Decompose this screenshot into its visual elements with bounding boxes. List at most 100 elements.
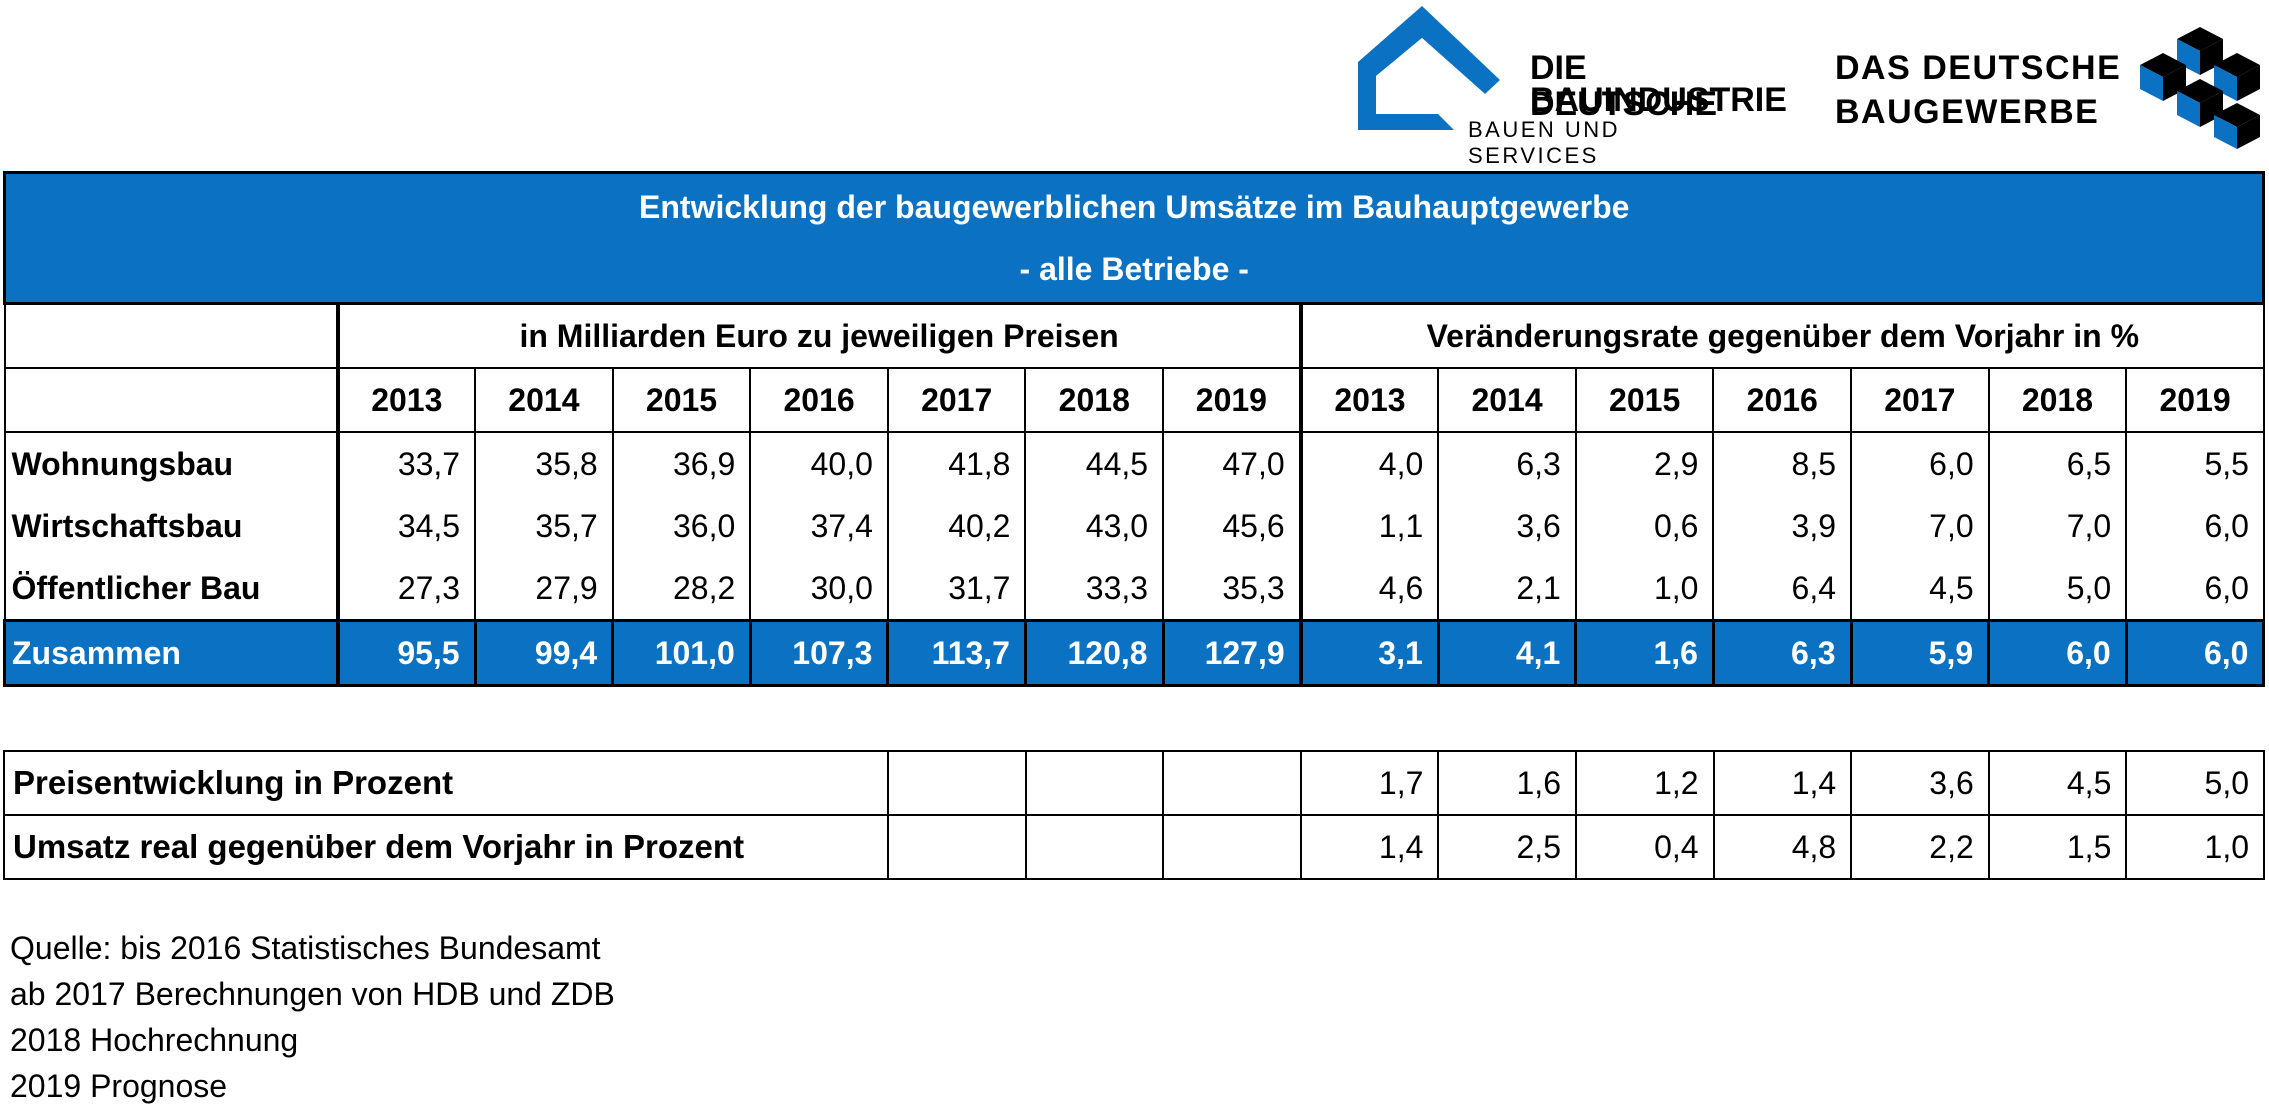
table-cell: 6,0 (1850, 432, 1990, 495)
note-line: ab 2017 Berechnungen von HDB und ZDB (10, 976, 615, 1012)
group-header-absolute: in Milliarden Euro zu jeweiligen Preisen (335, 302, 1302, 369)
table-cell: 37,4 (749, 495, 889, 557)
row-label: Preisentwicklung in Prozent (2, 750, 890, 816)
table-cell: 7,0 (1850, 495, 1990, 557)
year-header: 2013 (1298, 367, 1440, 433)
table-cell: 44,5 (1024, 432, 1165, 495)
table-cell: 36,9 (611, 432, 752, 495)
logo-left-line3: BAUEN UND SERVICES (1468, 117, 1621, 168)
house-outline-icon (1358, 6, 1500, 130)
table-cell: 41,8 (886, 432, 1027, 495)
table-cell: 34,5 (335, 495, 477, 557)
table-cell: 30,0 (749, 557, 889, 621)
table-cell: 1,1 (1298, 495, 1440, 557)
table-row: Wohnungsbau 33,7 35,8 36,9 40,0 41,8 44,5 47,0 4… (3, 432, 2265, 495)
table-cell: 101,0 (611, 619, 752, 687)
table-cell: 1,5 (1987, 814, 2128, 880)
year-header: 2014 (474, 367, 614, 433)
table-cell: 2,9 (1574, 432, 1715, 495)
group-header-percent: Veränderungsrate gegenüber dem Vorjahr i… (1298, 302, 2265, 369)
logo-deutsche-baugewerbe: DAS DEUTSCHE BAUGEWERBE (1835, 25, 2265, 155)
table-cell: 4,6 (1298, 557, 1440, 621)
table-title-line1: Entwicklung der baugewerblichen Umsätze … (639, 189, 1630, 225)
note-line: Quelle: bis 2016 Statistisches Bundesamt (10, 930, 601, 966)
logo-left-line1: DIE DEUTSCHE (1530, 49, 1718, 123)
table-cell: 4,5 (1850, 557, 1990, 621)
table-cell: 4,8 (1712, 814, 1853, 880)
price-table: Preisentwicklung in Prozent 1,7 1,6 1,2 1,4 3… (2, 750, 2265, 880)
year-header-row: 2013 2014 2015 2016 2017 2018 2019 2013 … (3, 367, 2265, 433)
table-cell: 47,0 (1162, 432, 1302, 495)
table-cell: 6,3 (1711, 619, 1853, 687)
table-cell: 33,7 (335, 432, 477, 495)
table-cell: 127,9 (1161, 619, 1303, 687)
table-cell: 1,4 (1712, 750, 1853, 816)
table-cell: 5,0 (1987, 557, 2128, 621)
table-cell: 113,7 (886, 619, 1027, 687)
table-cell: 2,1 (1437, 557, 1577, 621)
empty-corner (3, 302, 339, 369)
table-cell: 6,0 (2124, 619, 2266, 687)
logo-left-line2: BAUINDUSTRIE (1530, 81, 1787, 119)
table-cell: 35,8 (474, 432, 614, 495)
table-cell: 6,0 (1987, 619, 2128, 687)
table-cell: 6,5 (1987, 432, 2128, 495)
table-cell: 1,2 (1574, 750, 1715, 816)
table-cell: 1,4 (1299, 814, 1440, 880)
table-cell: 35,7 (474, 495, 614, 557)
table-cell: 8,5 (1712, 432, 1853, 495)
table-row: Preisentwicklung in Prozent 1,7 1,6 1,2 1,4 3… (2, 750, 2265, 816)
empty-cell (1024, 814, 1165, 880)
table-row: Umsatz real gegenüber dem Vorjahr in Pro… (2, 814, 2265, 880)
umsatz-table: Entwicklung der baugewerblichen Umsätze … (2, 171, 2266, 687)
empty-cell (1162, 750, 1302, 816)
year-header: 2018 (1024, 367, 1165, 433)
row-label: Wohnungsbau (3, 432, 339, 495)
table-cell: 31,7 (886, 557, 1027, 621)
row-label: Öffentlicher Bau (3, 557, 339, 621)
table-cell: 6,3 (1437, 432, 1577, 495)
table-cell: 7,0 (1987, 495, 2128, 557)
logo-deutsche-bauindustrie: DIE DEUTSCHE BAUINDUSTRIE BAUEN UND SERV… (1350, 2, 1787, 168)
table-cell: 36,0 (611, 495, 752, 557)
empty-cell (1024, 750, 1165, 816)
table-cell: 0,4 (1574, 814, 1715, 880)
table-cell: 5,5 (2125, 432, 2265, 495)
empty-cell (887, 750, 1027, 816)
table-cell: 99,4 (473, 619, 615, 687)
table-cell: 6,0 (2125, 557, 2265, 621)
table-cell: 5,9 (1849, 619, 1991, 687)
year-header: 2014 (1437, 367, 1577, 433)
year-header: 2015 (611, 367, 752, 433)
table-cell: 28,2 (611, 557, 752, 621)
year-header: 2019 (2125, 367, 2265, 433)
table-cell: 120,8 (1023, 619, 1165, 687)
table-cell: 1,7 (1299, 750, 1440, 816)
table-cell: 6,4 (1712, 557, 1853, 621)
year-header: 2017 (886, 367, 1027, 433)
year-header: 2019 (1162, 367, 1302, 433)
table-cell: 45,6 (1162, 495, 1302, 557)
table-cell: 6,0 (2125, 495, 2265, 557)
table-cell: 2,2 (1850, 814, 1990, 880)
table-cell: 3,9 (1712, 495, 1853, 557)
table-cell: 1,6 (1437, 750, 1577, 816)
table-cell: 4,1 (1436, 619, 1578, 687)
row-label: Wirtschaftsbau (3, 495, 339, 557)
table-cell: 0,6 (1574, 495, 1715, 557)
year-header: 2013 (335, 367, 477, 433)
year-header: 2018 (1987, 367, 2128, 433)
table-title: Entwicklung der baugewerblichen Umsätze … (2, 171, 2266, 305)
year-header: 2015 (1574, 367, 1715, 433)
table-cell: 4,5 (1987, 750, 2128, 816)
table-cell: 4,0 (1298, 432, 1440, 495)
table-cell: 35,3 (1162, 557, 1302, 621)
table-cell: 27,9 (474, 557, 614, 621)
table-cell: 3,6 (1850, 750, 1990, 816)
row-label: Zusammen (3, 619, 339, 687)
table-title-line2: - alle Betriebe - (1019, 251, 1249, 287)
table-cell: 3,6 (1437, 495, 1577, 557)
table-cell: 33,3 (1024, 557, 1165, 621)
note-line: 2019 Prognose (10, 1068, 228, 1104)
table-cell: 2,5 (1437, 814, 1577, 880)
